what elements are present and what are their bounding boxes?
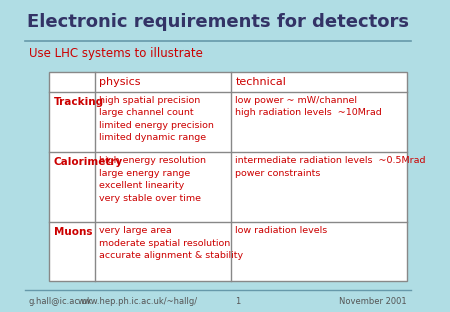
Text: 1: 1 [235,297,240,305]
Text: Muons: Muons [54,227,92,237]
Text: g.hall@ic.ac.uk: g.hall@ic.ac.uk [29,297,93,305]
Text: Tracking: Tracking [54,97,104,107]
Text: Electronic requirements for detectors: Electronic requirements for detectors [27,13,409,31]
Text: Calorimetry: Calorimetry [54,157,123,167]
Text: high spatial precision
large channel count
limited energy precision
limited dyna: high spatial precision large channel cou… [99,96,214,142]
Text: Use LHC systems to illustrate: Use LHC systems to illustrate [29,46,203,60]
Text: low power ~ mW/channel
high radiation levels  ~10Mrad: low power ~ mW/channel high radiation le… [235,96,382,117]
Text: very large area
moderate spatial resolution
accurate alignment & stability: very large area moderate spatial resolut… [99,226,243,260]
Text: high energy resolution
large energy range
excellent linearity
very stable over t: high energy resolution large energy rang… [99,156,206,203]
Text: intermediate radiation levels  ~0.5Mrad
power constraints: intermediate radiation levels ~0.5Mrad p… [235,156,426,178]
Bar [49,72,406,281]
Text: November 2001: November 2001 [339,297,406,305]
Text: www.hep.ph.ic.ac.uk/~hallg/: www.hep.ph.ic.ac.uk/~hallg/ [77,297,197,305]
Text: low radiation levels: low radiation levels [235,226,328,235]
Text: technical: technical [235,77,286,87]
Text: physics: physics [99,77,141,87]
